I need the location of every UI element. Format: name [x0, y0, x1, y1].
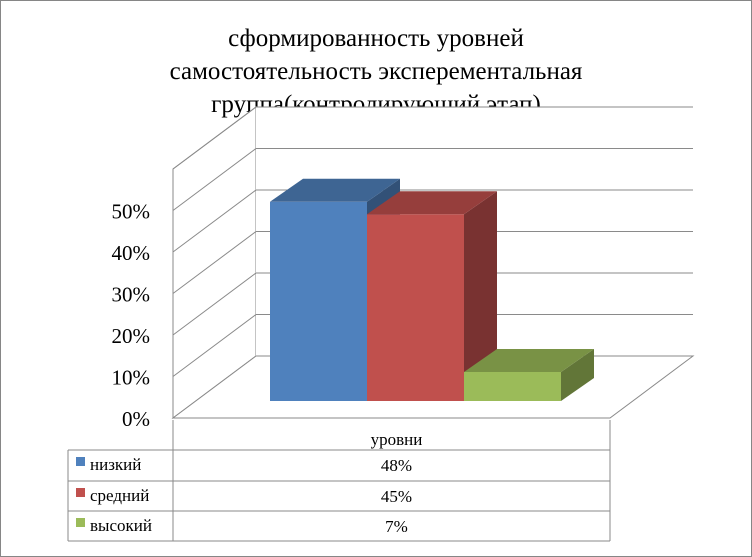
legend-label: средний [90, 486, 149, 505]
y-tick-label: 0% [122, 407, 150, 431]
chart-title-line-1: сформированность уровней [228, 25, 524, 52]
legend-key-низкий [76, 457, 85, 466]
legend-key-высокий [76, 518, 85, 527]
legend-label: высокий [90, 516, 152, 535]
bar-side [561, 348, 594, 401]
legend-label: низкий [90, 455, 141, 474]
bar-top [367, 191, 497, 215]
data-label: 48% [381, 456, 412, 475]
gridline [172, 272, 693, 336]
gridline [172, 106, 693, 170]
gridline [172, 189, 693, 253]
data-label: 45% [381, 487, 412, 506]
y-tick-label: 40% [112, 241, 151, 265]
bar-front [367, 214, 464, 401]
chart-title-line-2: самостоятельность эксперементальная [169, 58, 583, 85]
category-label: уровни [371, 430, 423, 449]
bar-side [464, 191, 497, 401]
y-tick-label: 20% [112, 324, 151, 348]
bar-средний [367, 191, 497, 401]
gridline [172, 231, 693, 294]
bar-front [464, 371, 561, 401]
data-label: 7% [385, 517, 408, 536]
y-tick-label: 10% [112, 366, 151, 390]
bar-front [270, 201, 367, 401]
y-tick-label: 30% [112, 283, 151, 307]
bar-top [464, 348, 594, 372]
gridline [172, 148, 693, 211]
bar-высокий [464, 348, 594, 401]
gridline [172, 314, 693, 377]
legend-key-средний [76, 488, 85, 497]
y-tick-label: 50% [112, 200, 151, 224]
bar-top [270, 178, 400, 202]
